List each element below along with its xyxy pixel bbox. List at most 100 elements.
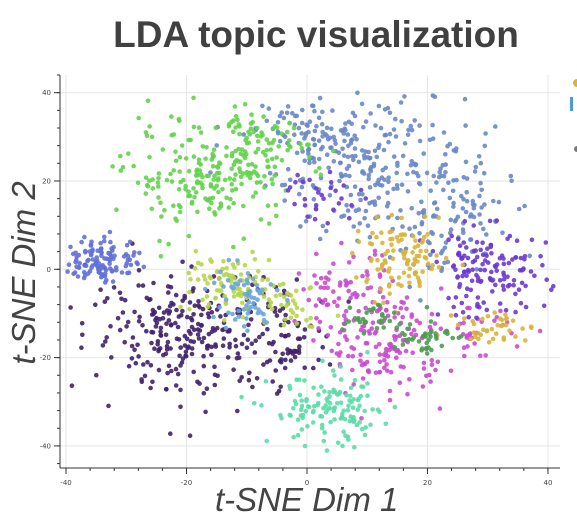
- data-point: [456, 236, 461, 242]
- data-point: [346, 288, 352, 294]
- x-tick-label: -20: [181, 479, 192, 487]
- data-point: [118, 168, 124, 173]
- data-point: [329, 126, 334, 132]
- data-point: [286, 319, 291, 325]
- data-point: [237, 131, 242, 137]
- data-point: [187, 433, 193, 439]
- data-point: [479, 205, 484, 210]
- data-point: [354, 275, 359, 280]
- data-point: [242, 263, 248, 268]
- data-point: [429, 347, 434, 353]
- data-point: [431, 213, 437, 218]
- data-point: [215, 325, 220, 331]
- data-point: [360, 192, 365, 197]
- data-point: [453, 149, 459, 154]
- data-point: [265, 277, 271, 282]
- data-point: [374, 154, 380, 160]
- data-point: [302, 158, 308, 163]
- data-point: [302, 136, 307, 141]
- data-point: [485, 313, 491, 319]
- data-point: [296, 125, 302, 131]
- data-point: [175, 324, 181, 330]
- data-point: [188, 331, 193, 337]
- data-point: [385, 354, 391, 359]
- data-point: [513, 255, 519, 260]
- data-point: [415, 243, 421, 248]
- data-point: [123, 252, 129, 257]
- data-point: [166, 318, 172, 323]
- data-point: [424, 351, 430, 356]
- data-point: [231, 177, 237, 182]
- data-point: [281, 281, 286, 287]
- data-point: [279, 110, 285, 115]
- data-point: [453, 312, 459, 318]
- data-point: [277, 282, 283, 288]
- data-point: [178, 387, 183, 393]
- data-point: [475, 330, 481, 336]
- data-point: [249, 295, 254, 300]
- data-point: [183, 156, 189, 161]
- data-point: [237, 286, 242, 292]
- data-point: [226, 257, 232, 263]
- data-point: [328, 145, 333, 151]
- data-point: [238, 278, 243, 283]
- data-point: [176, 203, 182, 208]
- data-point: [483, 353, 489, 358]
- data-point: [299, 120, 305, 126]
- data-point: [147, 154, 152, 160]
- data-point: [408, 163, 414, 168]
- data-point: [242, 292, 248, 297]
- data-point: [459, 300, 465, 306]
- data-point: [382, 357, 387, 363]
- data-point: [387, 388, 393, 394]
- data-point: [460, 273, 465, 279]
- data-point: [235, 351, 241, 356]
- data-point: [336, 296, 342, 301]
- data-point: [516, 287, 522, 293]
- data-point: [386, 139, 391, 145]
- data-point: [480, 240, 485, 245]
- data-point: [482, 267, 488, 273]
- data-point: [485, 260, 491, 265]
- data-point: [191, 186, 196, 191]
- data-point: [210, 154, 216, 159]
- data-point: [251, 129, 256, 135]
- chart-title: LDA topic visualization: [113, 14, 519, 55]
- data-point: [168, 431, 173, 437]
- data-point: [266, 221, 272, 226]
- data-point: [423, 248, 429, 254]
- data-point: [316, 297, 322, 302]
- data-point: [314, 316, 319, 321]
- data-point: [363, 196, 369, 201]
- data-point: [335, 303, 340, 309]
- data-point: [451, 204, 456, 209]
- data-point: [437, 406, 443, 411]
- data-point: [449, 233, 455, 239]
- data-point: [79, 239, 84, 245]
- data-point: [385, 190, 390, 195]
- data-point: [147, 124, 152, 129]
- data-point: [389, 275, 394, 281]
- data-point: [387, 291, 393, 297]
- data-point: [180, 308, 185, 314]
- data-point: [478, 180, 483, 186]
- data-point: [203, 196, 208, 201]
- data-point: [125, 319, 131, 325]
- data-point: [453, 295, 459, 300]
- data-point: [231, 200, 236, 206]
- y-tick-label: -40: [40, 442, 51, 450]
- y-tick-label: 40: [42, 89, 51, 97]
- data-point: [117, 327, 123, 333]
- data-point: [285, 129, 290, 135]
- data-point: [241, 132, 246, 137]
- data-point: [86, 257, 91, 263]
- data-point: [409, 331, 414, 337]
- data-point: [387, 397, 393, 403]
- data-point: [305, 142, 310, 148]
- data-point: [413, 162, 419, 167]
- data-point: [314, 123, 319, 129]
- data-point: [294, 277, 300, 282]
- data-point: [174, 218, 179, 223]
- data-point: [252, 350, 258, 355]
- data-point: [260, 331, 266, 337]
